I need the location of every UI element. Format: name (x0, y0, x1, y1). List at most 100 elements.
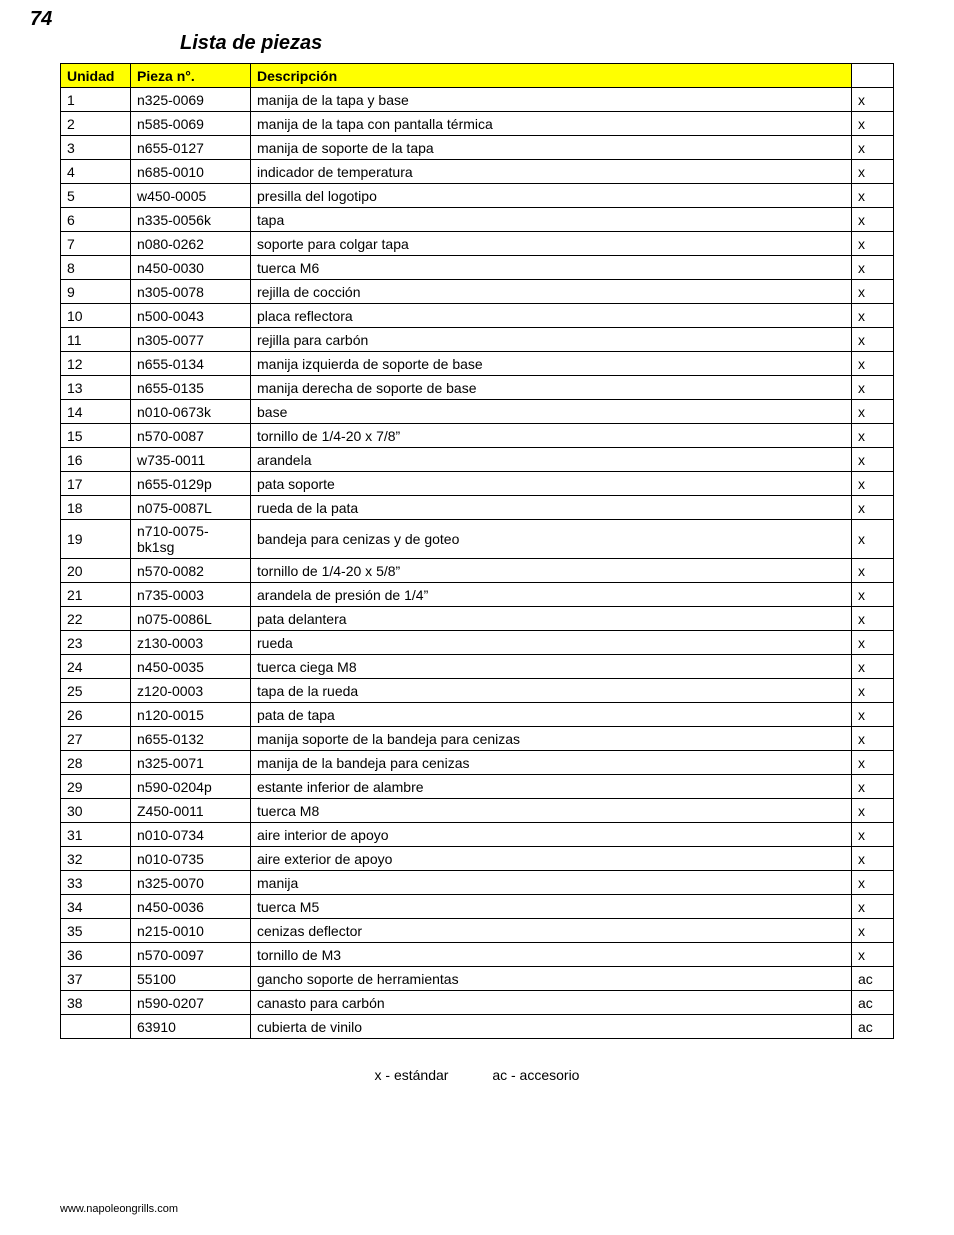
cell-desc: arandela (251, 448, 852, 472)
header-descripcion: Descripción (251, 64, 852, 88)
table-row: 20n570-0082tornillo de 1/4-20 x 5/8”x (61, 559, 894, 583)
cell-flag: x (852, 88, 894, 112)
cell-pieza: n570-0082 (131, 559, 251, 583)
table-row: 34n450-0036tuerca M5x (61, 895, 894, 919)
cell-unidad: 10 (61, 304, 131, 328)
cell-desc: tuerca M5 (251, 895, 852, 919)
table-row: 11n305-0077rejilla para carbónx (61, 328, 894, 352)
cell-flag: x (852, 703, 894, 727)
cell-flag: x (852, 607, 894, 631)
header-pieza: Pieza n°. (131, 64, 251, 88)
cell-desc: tornillo de 1/4-20 x 7/8” (251, 424, 852, 448)
table-row: 23z130-0003ruedax (61, 631, 894, 655)
table-row: 28n325-0071manija de la bandeja para cen… (61, 751, 894, 775)
cell-pieza: n655-0129p (131, 472, 251, 496)
table-row: 3n655-0127manija de soporte de la tapax (61, 136, 894, 160)
table-row: 8n450-0030tuerca M6x (61, 256, 894, 280)
table-row: 1n325-0069manija de la tapa y basex (61, 88, 894, 112)
cell-pieza: n305-0077 (131, 328, 251, 352)
cell-unidad: 32 (61, 847, 131, 871)
cell-unidad: 8 (61, 256, 131, 280)
table-row: 25z120-0003tapa de la ruedax (61, 679, 894, 703)
cell-pieza: n735-0003 (131, 583, 251, 607)
cell-unidad: 6 (61, 208, 131, 232)
table-row: 31n010-0734aire interior de apoyox (61, 823, 894, 847)
table-row: 36n570-0097tornillo de M3x (61, 943, 894, 967)
cell-pieza: n325-0071 (131, 751, 251, 775)
cell-flag: x (852, 943, 894, 967)
table-row: 18n075-0087Lrueda de la patax (61, 496, 894, 520)
cell-pieza: n655-0127 (131, 136, 251, 160)
cell-unidad: 23 (61, 631, 131, 655)
cell-flag: x (852, 136, 894, 160)
cell-desc: rejilla para carbón (251, 328, 852, 352)
table-row: 32n010-0735aire exterior de apoyox (61, 847, 894, 871)
cell-unidad: 28 (61, 751, 131, 775)
cell-flag: x (852, 448, 894, 472)
cell-pieza: n120-0015 (131, 703, 251, 727)
header-flag (852, 64, 894, 88)
table-row: 14n010-0673kbasex (61, 400, 894, 424)
cell-flag: x (852, 751, 894, 775)
cell-desc: manija de la tapa con pantalla térmica (251, 112, 852, 136)
cell-pieza: w735-0011 (131, 448, 251, 472)
cell-pieza: n590-0207 (131, 991, 251, 1015)
cell-flag: x (852, 520, 894, 559)
cell-unidad: 35 (61, 919, 131, 943)
cell-flag: x (852, 823, 894, 847)
cell-unidad: 27 (61, 727, 131, 751)
cell-desc: manija de soporte de la tapa (251, 136, 852, 160)
cell-flag: x (852, 679, 894, 703)
table-row: 4n685-0010indicador de temperaturax (61, 160, 894, 184)
table-row: 21n735-0003arandela de presión de 1/4”x (61, 583, 894, 607)
cell-flag: x (852, 328, 894, 352)
cell-unidad: 15 (61, 424, 131, 448)
cell-desc: rejilla de cocción (251, 280, 852, 304)
cell-flag: x (852, 727, 894, 751)
cell-desc: soporte para colgar tapa (251, 232, 852, 256)
table-row: 19n710-0075-bk1sgbandeja para cenizas y … (61, 520, 894, 559)
cell-flag: x (852, 775, 894, 799)
cell-unidad: 17 (61, 472, 131, 496)
cell-flag: x (852, 112, 894, 136)
page: 74 Lista de piezas Unidad Pieza n°. Desc… (0, 0, 954, 1235)
cell-unidad: 7 (61, 232, 131, 256)
cell-unidad: 30 (61, 799, 131, 823)
cell-desc: cubierta de vinilo (251, 1015, 852, 1039)
cell-desc: pata soporte (251, 472, 852, 496)
cell-pieza: n075-0087L (131, 496, 251, 520)
legend-accessory: ac - accesorio (492, 1067, 579, 1083)
table-row: 7n080-0262soporte para colgar tapax (61, 232, 894, 256)
cell-flag: x (852, 304, 894, 328)
cell-pieza: n590-0204p (131, 775, 251, 799)
table-row: 3755100gancho soporte de herramientasac (61, 967, 894, 991)
cell-flag: x (852, 424, 894, 448)
cell-flag: ac (852, 1015, 894, 1039)
table-row: 24n450-0035tuerca ciega M8x (61, 655, 894, 679)
cell-flag: x (852, 655, 894, 679)
cell-pieza: Z450-0011 (131, 799, 251, 823)
table-row: 15n570-0087tornillo de 1/4-20 x 7/8”x (61, 424, 894, 448)
cell-pieza: n655-0135 (131, 376, 251, 400)
cell-unidad: 24 (61, 655, 131, 679)
table-row: 5w450-0005presilla del logotipox (61, 184, 894, 208)
table-row: 22n075-0086Lpata delanterax (61, 607, 894, 631)
cell-unidad: 38 (61, 991, 131, 1015)
cell-pieza: n010-0734 (131, 823, 251, 847)
cell-pieza: z130-0003 (131, 631, 251, 655)
table-row: 12n655-0134manija izquierda de soporte d… (61, 352, 894, 376)
page-number: 74 (30, 8, 52, 31)
cell-unidad: 11 (61, 328, 131, 352)
table-row: 33n325-0070manijax (61, 871, 894, 895)
cell-unidad (61, 1015, 131, 1039)
cell-flag: x (852, 919, 894, 943)
cell-pieza: n710-0075-bk1sg (131, 520, 251, 559)
cell-flag: x (852, 400, 894, 424)
cell-unidad: 33 (61, 871, 131, 895)
cell-unidad: 37 (61, 967, 131, 991)
cell-desc: canasto para carbón (251, 991, 852, 1015)
cell-desc: manija soporte de la bandeja para ceniza… (251, 727, 852, 751)
cell-desc: tapa (251, 208, 852, 232)
legend: x - estándar ac - accesorio (60, 1067, 894, 1083)
cell-pieza: z120-0003 (131, 679, 251, 703)
